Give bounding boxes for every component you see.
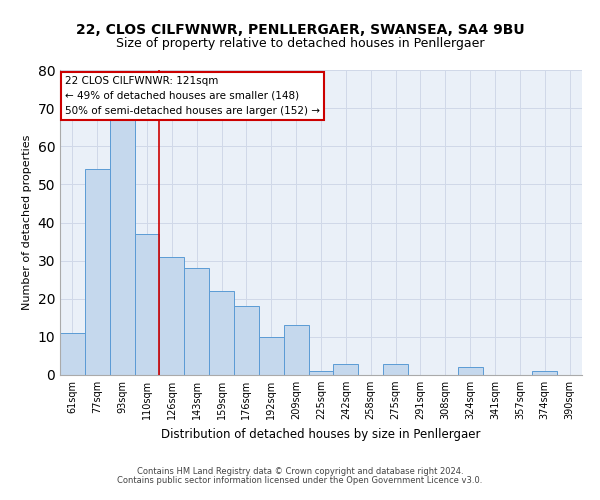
Text: 22 CLOS CILFWNWR: 121sqm
← 49% of detached houses are smaller (148)
50% of semi-: 22 CLOS CILFWNWR: 121sqm ← 49% of detach… (65, 76, 320, 116)
Bar (110, 116, 134, 375)
Bar (209, 291, 234, 375)
Bar (134, 234, 160, 375)
Bar (160, 257, 184, 375)
X-axis label: Distribution of detached houses by size in Penllergaer: Distribution of detached houses by size … (161, 428, 481, 440)
Y-axis label: Number of detached properties: Number of detached properties (22, 135, 32, 310)
Bar (284, 326, 308, 375)
Bar (85, 169, 110, 375)
Text: Contains HM Land Registry data © Crown copyright and database right 2024.: Contains HM Land Registry data © Crown c… (137, 467, 463, 476)
Text: 22, CLOS CILFWNWR, PENLLERGAER, SWANSEA, SA4 9BU: 22, CLOS CILFWNWR, PENLLERGAER, SWANSEA,… (76, 22, 524, 36)
Bar (458, 368, 482, 375)
Bar (532, 371, 557, 375)
Bar (234, 306, 259, 375)
Bar (308, 371, 334, 375)
Bar (259, 337, 284, 375)
Bar (383, 364, 408, 375)
Text: Size of property relative to detached houses in Penllergaer: Size of property relative to detached ho… (116, 38, 484, 51)
Text: Contains public sector information licensed under the Open Government Licence v3: Contains public sector information licen… (118, 476, 482, 485)
Bar (184, 268, 209, 375)
Bar (334, 364, 358, 375)
Bar (60, 333, 85, 375)
